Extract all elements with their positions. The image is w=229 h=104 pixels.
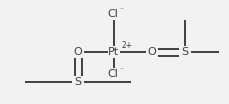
Text: O: O	[148, 47, 156, 57]
Text: S: S	[181, 47, 188, 57]
Text: ⁻: ⁻	[119, 6, 123, 14]
Text: O: O	[74, 47, 82, 57]
Text: Cl: Cl	[108, 9, 118, 19]
Text: 2+: 2+	[121, 41, 132, 51]
Text: Cl: Cl	[108, 69, 118, 79]
Text: Pt: Pt	[107, 47, 119, 57]
Text: ⁻: ⁻	[119, 66, 123, 74]
Text: S: S	[74, 77, 82, 87]
